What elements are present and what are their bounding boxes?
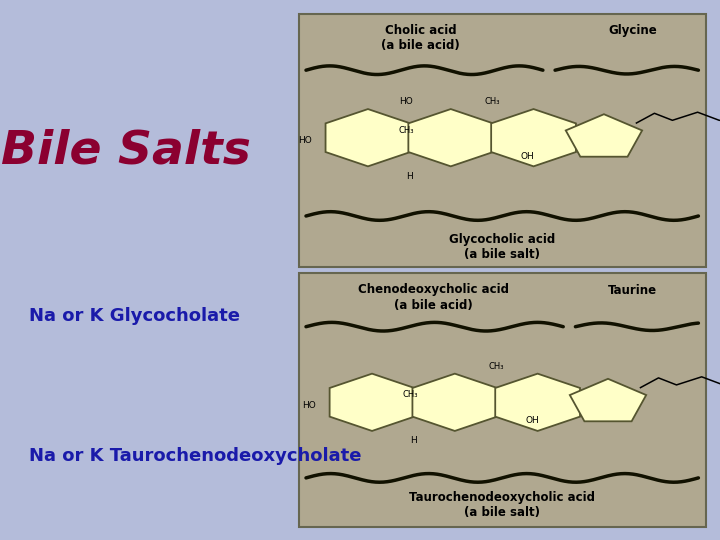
Text: Glycine: Glycine <box>608 24 657 37</box>
Text: HO: HO <box>298 136 312 145</box>
FancyBboxPatch shape <box>299 14 706 267</box>
Text: CH₃: CH₃ <box>488 362 504 371</box>
Text: Chenodeoxycholic acid
(a bile acid): Chenodeoxycholic acid (a bile acid) <box>358 284 508 312</box>
Polygon shape <box>408 109 493 166</box>
Text: OH: OH <box>521 152 535 160</box>
Polygon shape <box>495 374 580 431</box>
Text: Bile Salts: Bile Salts <box>1 129 251 174</box>
Text: Taurine: Taurine <box>608 284 657 296</box>
Polygon shape <box>325 109 410 166</box>
Text: Cholic acid
(a bile acid): Cholic acid (a bile acid) <box>382 24 460 52</box>
Text: H: H <box>410 436 417 446</box>
Polygon shape <box>566 114 642 157</box>
Polygon shape <box>413 374 498 431</box>
Text: CH₃: CH₃ <box>485 97 500 106</box>
Text: H: H <box>406 172 413 181</box>
Text: Glycocholic acid
(a bile salt): Glycocholic acid (a bile salt) <box>449 233 555 261</box>
Polygon shape <box>570 379 646 421</box>
Polygon shape <box>491 109 576 166</box>
Text: HO: HO <box>302 401 316 409</box>
Polygon shape <box>330 374 415 431</box>
Text: Taurochenodeoxycholic acid
(a bile salt): Taurochenodeoxycholic acid (a bile salt) <box>409 491 595 519</box>
Text: CH₃: CH₃ <box>398 126 413 135</box>
Text: OH: OH <box>525 416 539 425</box>
FancyBboxPatch shape <box>299 273 706 526</box>
Text: HO: HO <box>399 97 413 106</box>
Text: Na or K Taurochenodeoxycholate: Na or K Taurochenodeoxycholate <box>29 447 361 465</box>
Text: CH₃: CH₃ <box>402 390 418 400</box>
Text: Na or K Glycocholate: Na or K Glycocholate <box>29 307 240 325</box>
